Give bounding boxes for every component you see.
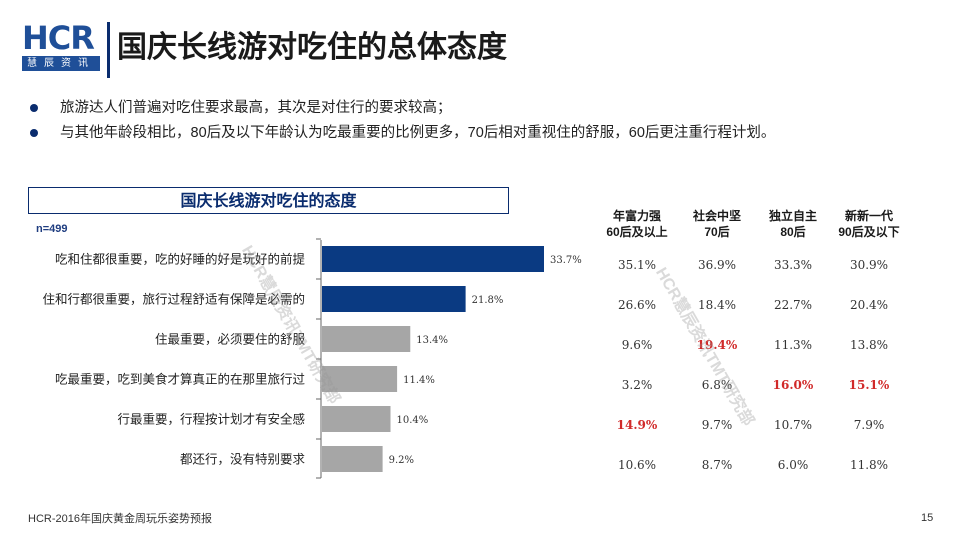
category-label: 住最重要，必须要住的舒服 [155,332,306,347]
category-label: 住和行都很重要，旅行过程舒适有保障是必需的 [42,292,305,307]
bar [322,366,398,392]
table-cell: 15.1% [848,378,890,392]
table-cell: 9.7% [701,418,733,432]
page-number: 15 [921,512,934,524]
table-cell: 26.6% [617,298,657,312]
table-cell: 16.0% [772,378,814,392]
bullet-item: 旅游达人们普遍对吃住要求最高，其次是对住行的要求较高； [28,96,775,121]
table-cell: 10.6% [617,458,657,472]
category-label: 都还行，没有特别要求 [180,452,306,467]
table-cell: 7.9% [853,418,885,432]
footer-source: HCR-2016年国庆黄金周玩乐姿势预报 [28,513,212,525]
table-cell: 10.7% [773,418,813,432]
table-cell: 22.7% [773,298,813,312]
table-cell: 3.2% [621,378,653,392]
title-divider [107,22,110,78]
table-cell: 36.9% [697,258,737,272]
column-header-line: 社会中坚 [692,209,741,223]
column-header-line: 80后 [780,225,806,239]
table-cell: 18.4% [697,298,737,312]
column-header-line: 60后及以上 [606,225,668,239]
bar-value-label: 13.4% [416,335,448,346]
table-cell: 11.3% [773,338,813,352]
bar [322,446,383,472]
table-cell: 19.4% [696,338,738,352]
category-label: 吃最重要，吃到美食才算真正的在那里旅行过 [55,372,306,387]
bar [322,246,544,272]
bar [322,406,391,432]
bar-value-label: 33.7% [550,255,582,266]
column-header: 独立自主 80后 [748,208,838,240]
logo-brand: HCR [22,19,95,57]
chart-title: 国庆长线游对吃住的态度 [28,187,509,214]
logo-subtitle: 慧辰资讯 [22,56,100,71]
bar-value-label: 9.2% [389,455,414,466]
column-header: 新新一代 90后及以下 [824,208,914,240]
bar-value-label: 10.4% [397,415,429,426]
column-header-line: 90后及以下 [838,225,900,239]
bar [322,286,466,312]
category-label: 行最重要，行程按计划才有安全感 [117,412,305,427]
column-header-line: 年富力强 [612,209,661,223]
table-cell: 6.8% [701,378,733,392]
sample-size-label: n=499 [36,223,68,235]
bullet-item: 与其他年龄段相比，80后及以下年龄认为吃最重要的比例更多，70后相对重视住的舒服… [28,121,775,146]
column-header-line: 新新一代 [844,209,893,223]
bullet-text: 与其他年龄段相比，80后及以下年龄认为吃最重要的比例更多，70后相对重视住的舒服… [60,125,776,141]
table-cell: 9.6% [621,338,653,352]
bullet-dot-icon [30,129,38,137]
table-cell: 8.7% [701,458,733,472]
table-cell: 30.9% [849,258,889,272]
table-cell: 14.9% [616,418,658,432]
column-header: 年富力强 60后及以上 [592,208,682,240]
bullet-text: 旅游达人们普遍对吃住要求最高，其次是对住行的要求较高； [60,100,452,116]
bar-value-label: 21.8% [472,295,504,306]
bullet-dot-icon [30,104,38,112]
table-cell: 20.4% [849,298,889,312]
bar [322,326,411,352]
column-header: 社会中坚 70后 [672,208,762,240]
column-header-line: 独立自主 [768,209,817,223]
table-cell: 11.8% [849,458,889,472]
bar-value-label: 11.4% [403,375,435,386]
column-header-line: 70后 [704,225,730,239]
hcr-logo: HCR 慧辰资讯 [22,22,102,76]
table-cell: 33.3% [773,258,813,272]
table-cell: 6.0% [777,458,809,472]
table-cell: 35.1% [617,258,657,272]
category-label: 吃和住都很重要，吃的好睡的好是玩好的前提 [55,252,306,267]
table-cell: 13.8% [849,338,889,352]
bullet-list: 旅游达人们普遍对吃住要求最高，其次是对住行的要求较高； 与其他年龄段相比，80后… [28,96,775,146]
page-title: 国庆长线游对吃住的总体态度 [117,31,507,64]
